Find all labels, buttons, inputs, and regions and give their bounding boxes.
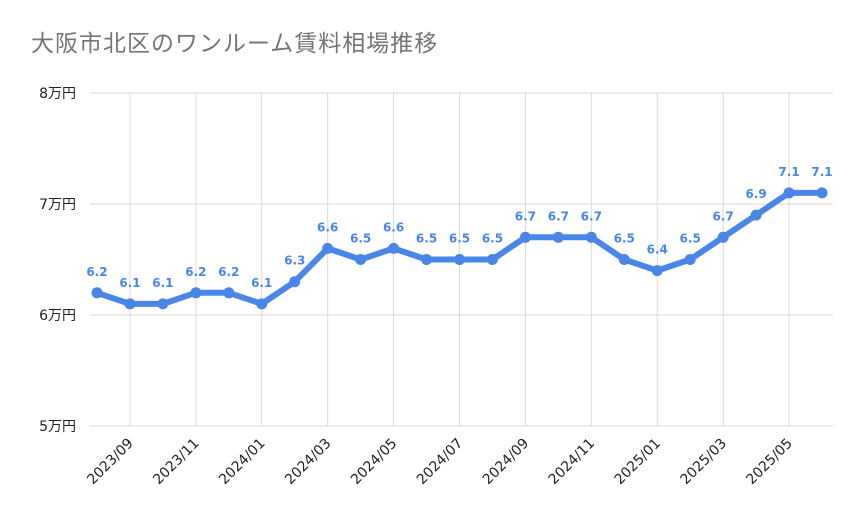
data-label: 6.9	[745, 187, 766, 201]
data-point	[519, 231, 531, 243]
data-label: 6.7	[713, 209, 734, 223]
data-label: 6.5	[416, 232, 437, 246]
data-point	[816, 187, 828, 199]
x-axis-ticks: 2023/09 2023/11 2024/01 2024/03 2024/05 2024/…	[84, 436, 796, 488]
data-label: 6.7	[581, 209, 602, 223]
y-tick-label: 8万円	[39, 86, 76, 102]
data-point	[256, 298, 268, 310]
data-labels: 6.2 6.1 6.1 6.2 6.2 6.1 6.3 6.6 6.5 6.6 6.5 6.5 6.5 6…	[86, 165, 832, 290]
data-label: 6.6	[383, 220, 404, 234]
x-tick-label: 2024/05	[348, 436, 400, 488]
x-tick-label: 2025/01	[612, 436, 664, 488]
data-point	[783, 187, 795, 199]
data-label: 6.2	[185, 265, 206, 279]
data-label: 7.1	[778, 165, 799, 179]
data-label: 6.5	[680, 232, 701, 246]
data-point	[421, 254, 433, 265]
x-tick-label: 2025/05	[743, 436, 795, 488]
y-tick-label: 6万円	[39, 308, 76, 324]
data-point	[355, 254, 367, 265]
x-tick-label: 2023/09	[84, 436, 136, 488]
x-tick-label: 2024/03	[282, 436, 334, 488]
data-point	[388, 242, 400, 254]
data-label: 7.1	[811, 165, 832, 179]
data-point	[289, 276, 301, 288]
data-label: 6.7	[515, 209, 536, 223]
data-label: 6.5	[449, 232, 470, 246]
data-label: 6.3	[284, 254, 305, 268]
data-point	[552, 231, 564, 243]
chart-title: 大阪市北区のワンルーム賃料相場推移	[31, 31, 439, 57]
x-tick-label: 2024/01	[216, 436, 268, 488]
data-label: 6.5	[614, 232, 635, 246]
data-point	[717, 231, 729, 243]
y-tick-label: 5万円	[39, 419, 76, 435]
data-label: 6.1	[119, 276, 140, 290]
data-point	[124, 298, 136, 310]
data-point	[91, 287, 103, 299]
data-point	[190, 287, 202, 299]
data-label: 6.1	[152, 276, 173, 290]
x-tick-label: 2025/03	[678, 436, 730, 488]
data-label: 6.5	[482, 232, 503, 246]
data-label: 6.2	[218, 265, 239, 279]
data-label: 6.5	[350, 232, 371, 246]
x-tick-label: 2024/09	[480, 436, 532, 488]
y-axis-ticks: 5万円 6万円 7万円 8万円	[39, 86, 76, 435]
data-label: 6.4	[647, 243, 668, 257]
data-point	[684, 254, 696, 265]
data-point	[486, 254, 498, 265]
x-tick-label: 2023/11	[150, 436, 202, 488]
data-label: 6.2	[86, 265, 107, 279]
data-point	[454, 254, 465, 265]
data-label: 6.7	[548, 209, 569, 223]
x-tick-label: 2024/11	[546, 436, 598, 488]
data-label: 6.6	[317, 220, 338, 234]
data-label: 6.1	[251, 276, 272, 290]
data-point	[651, 265, 663, 277]
y-tick-label: 7万円	[39, 197, 76, 213]
series-group	[91, 187, 828, 310]
data-point	[618, 254, 630, 265]
data-point	[750, 209, 762, 221]
data-point	[157, 298, 169, 310]
data-point	[223, 287, 235, 299]
x-tick-label: 2024/07	[414, 436, 466, 488]
data-point	[585, 231, 597, 243]
data-point	[322, 242, 334, 254]
